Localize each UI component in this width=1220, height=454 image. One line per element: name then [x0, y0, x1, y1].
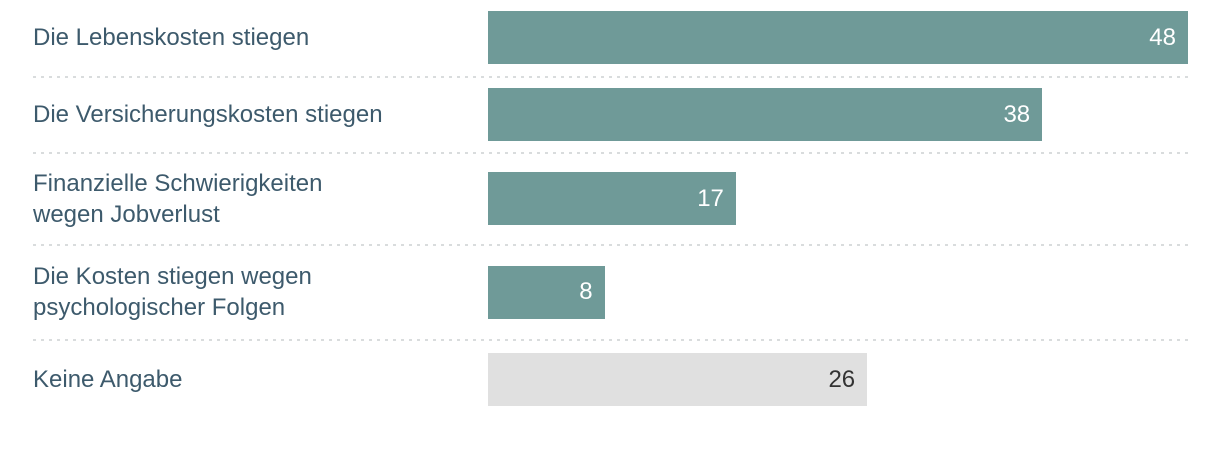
bar: 26 [488, 353, 868, 406]
bar-row: Die Kosten stiegen wegen psychologischer… [33, 246, 1188, 338]
category-label: Die Lebenskosten stiegen [33, 24, 310, 51]
row-separator [33, 151, 1189, 154]
bar: 8 [488, 265, 605, 319]
bar-row: Finanzielle Schwierigkeiten wegen Jobver… [33, 154, 1188, 243]
bar-area: 38 [488, 88, 1188, 141]
category-label: Die Versicherungskosten stiegen [33, 101, 383, 128]
row-separator [33, 75, 1189, 78]
bar-value-label: 48 [1149, 23, 1176, 51]
bar: 17 [488, 172, 736, 225]
bar-row: Keine Angabe 26 [33, 341, 1188, 418]
bar-row: Die Versicherungskosten stiegen 38 [33, 78, 1188, 151]
bar: 38 [488, 88, 1043, 141]
bar-area: 26 [488, 353, 1188, 406]
bar-value-label: 38 [1003, 100, 1031, 128]
bar-value-label: 8 [579, 278, 593, 305]
bar-value-label: 26 [828, 365, 856, 393]
row-separator [33, 338, 1189, 341]
category-label: Keine Angabe [33, 366, 183, 393]
bar-area: 17 [488, 172, 1188, 225]
bar-area: 8 [488, 265, 1188, 319]
bar: 48 [488, 11, 1188, 64]
row-separator [33, 243, 1189, 246]
bar-row: Die Lebenskosten stiegen 48 [33, 0, 1188, 75]
category-label: Finanzielle Schwierigkeiten wegen Jobver… [33, 169, 323, 228]
bar-area: 48 [488, 11, 1188, 64]
bar-value-label: 17 [697, 184, 724, 212]
category-label: Die Kosten stiegen wegen psychologischer… [33, 263, 312, 321]
